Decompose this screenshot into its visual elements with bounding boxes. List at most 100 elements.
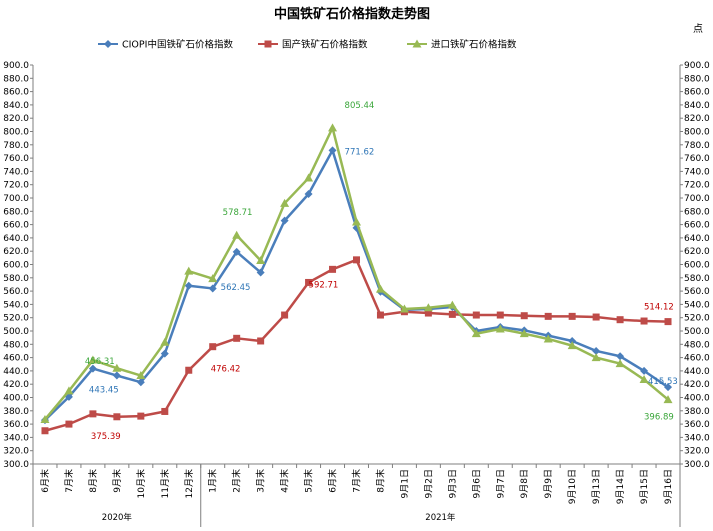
x-tick-label: 8月末: [374, 469, 386, 493]
data-point-diamond: [568, 336, 577, 345]
data-point-square: [264, 40, 272, 48]
data-point-triangle: [471, 329, 481, 338]
y-tick-label-left: 860.0: [3, 88, 29, 98]
x-tick-label: 9月10日: [567, 469, 578, 504]
data-point-triangle: [184, 266, 194, 275]
data-point-diamond: [328, 146, 337, 155]
data-point-square: [592, 313, 600, 321]
y-tick-label-right: 900.0: [684, 61, 710, 71]
y-tick-label-left: 600.0: [3, 261, 29, 271]
x-tick-label: 11月末: [159, 469, 171, 498]
x-tick-label: 1月末: [207, 469, 219, 493]
y-tick-label-right: 500.0: [684, 327, 710, 337]
y-tick-label-right: 400.0: [684, 394, 710, 404]
y-tick-label-left: 740.0: [3, 167, 29, 177]
y-tick-label-right: 320.0: [684, 447, 710, 457]
data-point-square: [185, 366, 193, 374]
data-point-square: [520, 312, 528, 320]
x-tick-label: 6月末: [39, 469, 51, 493]
y-tick-label-right: 680.0: [684, 207, 710, 217]
data-point-diamond: [88, 364, 97, 373]
x-tick-label: 9月16日: [663, 469, 674, 504]
y-tick-label-right: 380.0: [684, 407, 710, 417]
data-label: 443.45: [89, 386, 119, 396]
x-tick-label: 2月末: [231, 469, 243, 493]
y-tick-label-right: 300.0: [684, 460, 710, 470]
data-point-diamond: [664, 383, 673, 392]
data-point-square: [137, 412, 145, 420]
y-tick-label-right: 440.0: [684, 367, 710, 377]
plot-area: [40, 123, 673, 435]
y-tick-label-right: 520.0: [684, 314, 710, 324]
x-tick-label: 9月13日: [591, 469, 602, 504]
data-point-diamond: [232, 247, 241, 256]
data-point-triangle: [543, 334, 553, 343]
data-point-triangle: [375, 284, 385, 293]
legend-label: 进口铁矿石价格指数: [431, 39, 517, 51]
data-label: 396.89: [644, 413, 674, 423]
y-tick-label-right: 840.0: [684, 101, 710, 111]
x-tick-label: 7月末: [351, 469, 363, 493]
x-tick-label: 9月15日: [639, 469, 650, 504]
data-point-triangle: [280, 198, 290, 207]
data-label: 456.31: [85, 357, 115, 367]
x-tick-label: 9月8日: [519, 469, 530, 498]
data-point-triangle: [412, 39, 422, 48]
data-point-diamond: [304, 190, 313, 199]
y-tick-label-right: 660.0: [684, 221, 710, 231]
y-tick-label-left: 540.0: [3, 300, 29, 310]
y-tick-label-right: 580.0: [684, 274, 710, 284]
data-point-triangle: [663, 395, 673, 404]
data-point-triangle: [112, 363, 122, 372]
data-point-square: [472, 311, 480, 319]
data-point-triangle: [40, 414, 50, 423]
data-point-triangle: [591, 353, 601, 362]
data-point-diamond: [104, 40, 112, 48]
data-label: 415.53: [648, 377, 678, 387]
y-tick-label-right: 620.0: [684, 247, 710, 257]
data-point-square: [41, 427, 49, 435]
y-tick-label-left: 320.0: [3, 447, 29, 457]
y-tick-label-right: 340.0: [684, 433, 710, 443]
y-tick-label-right: 700.0: [684, 194, 710, 204]
data-point-square: [424, 309, 432, 317]
data-label: 578.71: [223, 208, 253, 218]
data-label: 771.62: [345, 147, 375, 157]
y-tick-label-right: 780.0: [684, 141, 710, 151]
y-tick-label-left: 400.0: [3, 394, 29, 404]
x-tick-label: 9月7日: [495, 469, 506, 498]
y-tick-label-left: 520.0: [3, 314, 29, 324]
data-point-square: [89, 410, 97, 418]
x-tick-label: 3月末: [255, 469, 267, 493]
data-point-square: [568, 312, 576, 320]
data-point-triangle: [567, 341, 577, 350]
y-tick-label-right: 600.0: [684, 261, 710, 271]
data-point-diamond: [160, 349, 169, 358]
y-tick-label-left: 660.0: [3, 221, 29, 231]
x-tick-label: 9月9日: [543, 469, 554, 498]
x-tick-label: 12月末: [183, 469, 195, 498]
data-point-square: [496, 311, 504, 319]
data-point-square: [257, 337, 265, 345]
x-tick-label: 9月3日: [447, 469, 458, 498]
data-point-diamond: [592, 346, 601, 355]
data-point-square: [329, 265, 337, 273]
y-tick-label-right: 860.0: [684, 88, 710, 98]
data-point-triangle: [495, 324, 505, 333]
data-point-triangle: [352, 217, 361, 226]
unit-label: 点: [693, 23, 703, 35]
y-tick-label-left: 620.0: [3, 247, 29, 257]
data-point-square: [281, 311, 289, 319]
data-point-diamond: [280, 216, 289, 225]
y-tick-label-left: 340.0: [3, 433, 29, 443]
y-tick-label-right: 740.0: [684, 167, 710, 177]
y-tick-label-left: 380.0: [3, 407, 29, 417]
data-point-triangle: [519, 329, 529, 338]
y-tick-label-left: 700.0: [3, 194, 29, 204]
chart-title: 中国铁矿石价格指数走势图: [274, 6, 430, 22]
y-tick-label-right: 560.0: [684, 287, 710, 297]
y-tick-label-left: 300.0: [3, 460, 29, 470]
data-point-triangle: [328, 123, 338, 132]
data-point-square: [305, 278, 313, 286]
